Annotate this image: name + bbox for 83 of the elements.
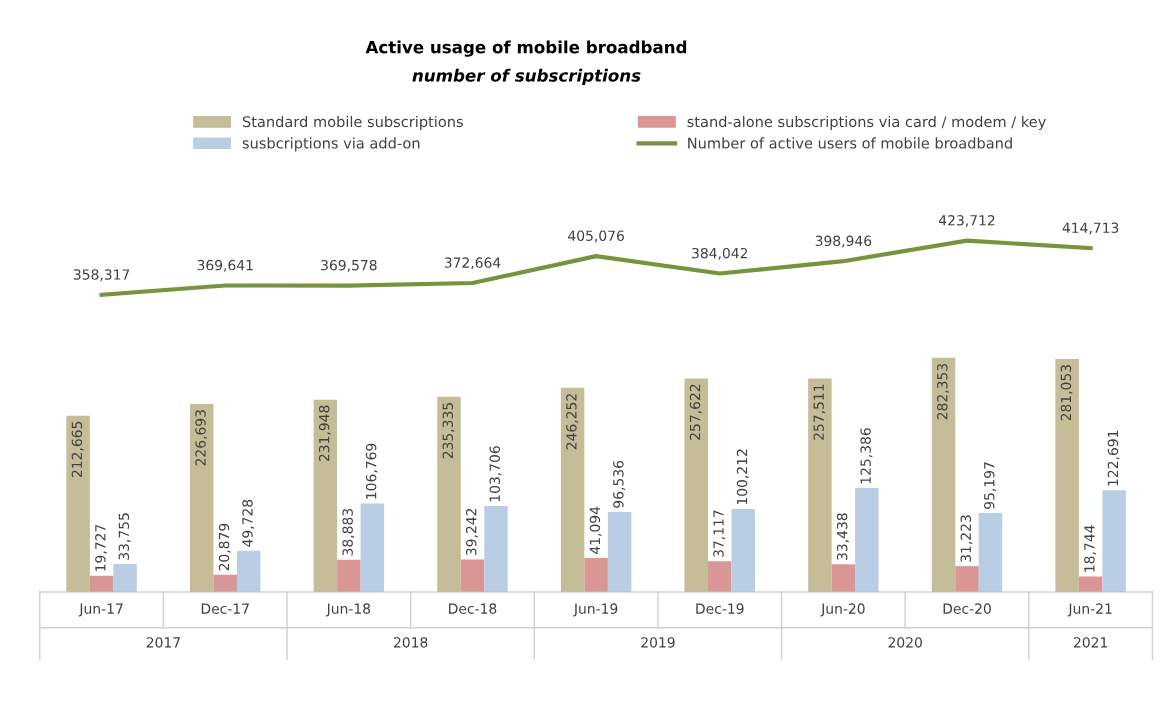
data-label: 18,744 xyxy=(1084,525,1097,572)
data-label: 39,242 xyxy=(466,508,478,556)
legend-label: susbcriptions via add-on xyxy=(242,137,420,152)
x-tick-label: Dec-19 xyxy=(696,603,744,614)
x-tick-label: Jun-20 xyxy=(820,603,865,617)
data-label: 246,252 xyxy=(566,394,579,450)
bar xyxy=(437,396,461,593)
data-label: 31,223 xyxy=(960,515,973,562)
x-tick-label: Jun-18 xyxy=(325,603,371,617)
data-label: 226,693 xyxy=(195,410,208,466)
bar xyxy=(1055,358,1079,593)
bar xyxy=(189,404,214,593)
data-label: 212,665 xyxy=(71,421,84,478)
data-label: 405,076 xyxy=(568,230,624,243)
data-label: 384,042 xyxy=(692,247,748,260)
bar xyxy=(731,508,755,593)
bar xyxy=(607,511,632,593)
x-tick-label: Jun-21 xyxy=(1067,603,1112,617)
data-label: 125,386 xyxy=(860,428,873,484)
data-label: 19,727 xyxy=(95,524,108,571)
data-label: 414,713 xyxy=(1062,222,1119,235)
data-label: 257,511 xyxy=(813,384,826,440)
data-label: 372,664 xyxy=(444,257,501,270)
data-label: 96,536 xyxy=(613,460,626,508)
bar xyxy=(360,503,385,593)
bar xyxy=(213,574,237,593)
data-label: 282,353 xyxy=(937,363,949,420)
text: 2017 xyxy=(146,637,180,648)
data-label: 235,335 xyxy=(442,403,455,459)
data-label: 281,053 xyxy=(1060,365,1073,421)
text: 2019 xyxy=(641,637,675,648)
data-label: 122,691 xyxy=(1107,430,1120,486)
bar xyxy=(236,550,261,593)
bar xyxy=(855,488,879,593)
bar xyxy=(808,378,832,593)
bar xyxy=(584,557,608,593)
data-label: 20,879 xyxy=(218,523,231,571)
bar xyxy=(113,564,137,593)
legend-label: stand-alone subscriptions via card / modem / key xyxy=(687,115,1046,131)
data-label: 41,094 xyxy=(589,506,602,554)
bar xyxy=(484,506,508,593)
bar xyxy=(89,575,114,593)
bar xyxy=(708,561,732,593)
data-label: 37,117 xyxy=(713,510,726,557)
chart-title: Active usage of mobile broadband xyxy=(365,40,687,57)
data-label: 423,712 xyxy=(938,215,995,227)
data-label: 358,317 xyxy=(73,269,130,282)
x-tick-label: Dec-17 xyxy=(201,603,249,614)
bar xyxy=(460,559,485,593)
data-label: 95,197 xyxy=(984,462,996,509)
text: 2021 xyxy=(1073,637,1108,648)
bar xyxy=(978,513,1003,593)
bar xyxy=(66,415,90,593)
x-tick-label: Dec-20 xyxy=(943,603,991,614)
data-label: 106,769 xyxy=(365,443,378,499)
x-tick-label: Dec-18 xyxy=(449,603,497,614)
data-label: 33,755 xyxy=(118,513,131,560)
bar xyxy=(560,387,585,593)
bar xyxy=(1078,576,1103,593)
bar xyxy=(1102,490,1126,593)
legend-label: Standard mobile subscriptions xyxy=(242,115,463,131)
data-label: 231,948 xyxy=(318,405,331,462)
bar xyxy=(955,566,979,593)
data-label: 38,883 xyxy=(342,508,355,556)
bar xyxy=(684,378,708,593)
chart-subtitle: number of subscriptions xyxy=(412,68,641,85)
data-label: 49,728 xyxy=(242,499,255,547)
bar xyxy=(337,559,361,593)
x-tick-label: Jun-19 xyxy=(573,603,618,617)
data-label: 398,946 xyxy=(815,235,872,248)
bar xyxy=(831,564,856,593)
bar xyxy=(313,399,338,593)
data-label: 369,641 xyxy=(197,259,253,272)
text: 2018 xyxy=(394,637,428,648)
bar xyxy=(931,357,956,593)
data-label: 100,212 xyxy=(736,449,749,505)
text: 2020 xyxy=(888,637,922,648)
data-label: 369,578 xyxy=(321,259,377,272)
x-tick-label: Jun-17 xyxy=(78,603,123,617)
legend-label: Number of active users of mobile broadband xyxy=(688,137,1012,149)
data-label: 257,622 xyxy=(689,384,702,440)
data-label: 103,706 xyxy=(489,446,502,502)
data-label: 33,438 xyxy=(836,513,849,560)
